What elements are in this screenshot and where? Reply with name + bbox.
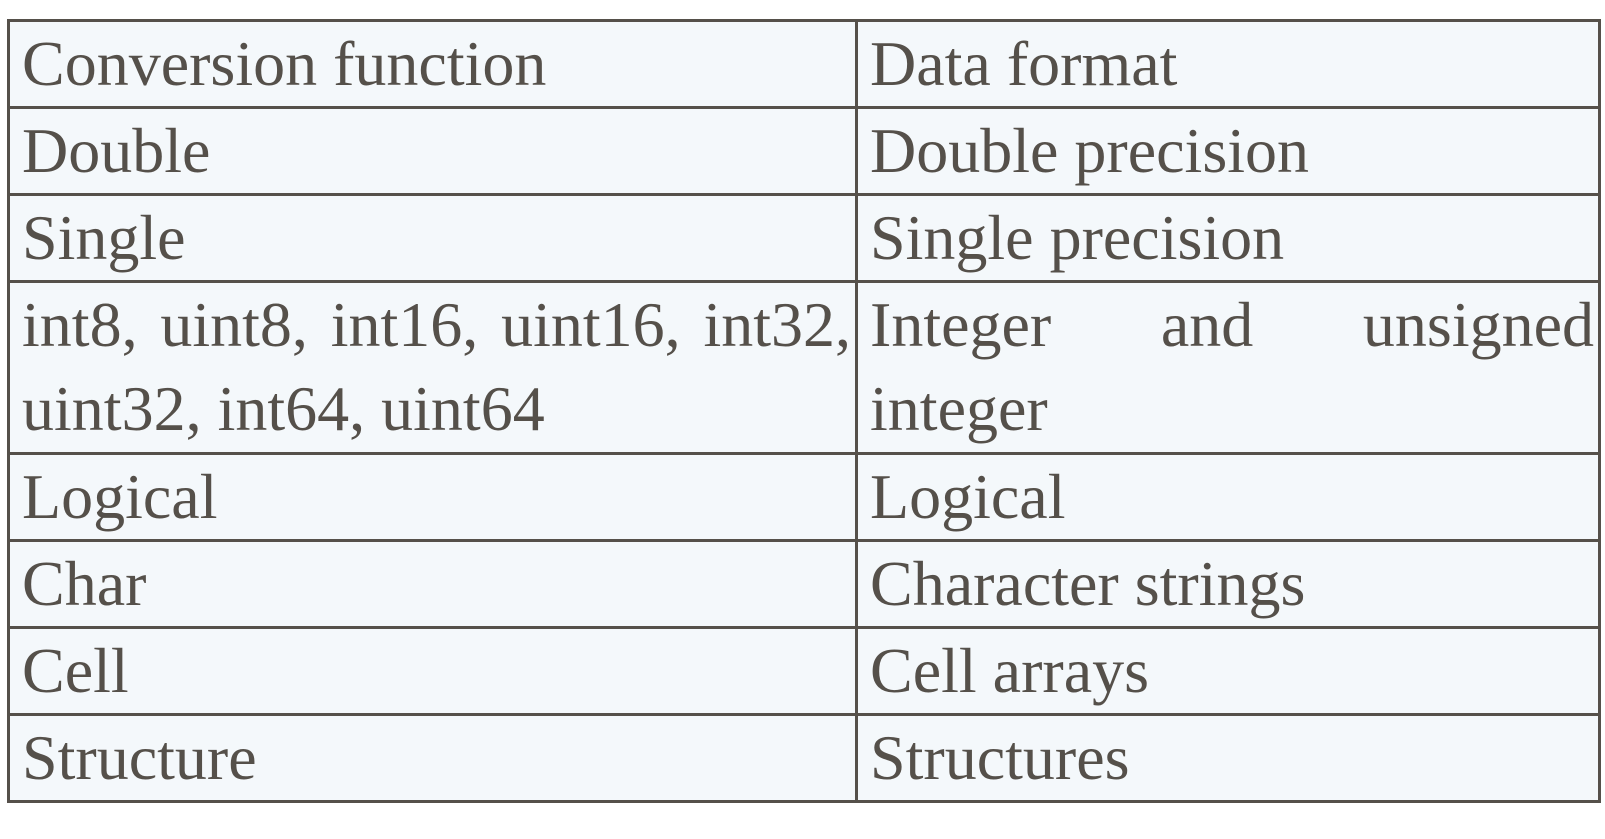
table-row: Structure Structures: [7, 713, 1601, 803]
conversion-table: Conversion function Data format Double D…: [7, 19, 1601, 803]
conversion-table-container: Conversion function Data format Double D…: [7, 19, 1601, 803]
cell-format: Double precision: [855, 106, 1601, 196]
cell-function: Char: [7, 539, 858, 629]
header-conversion-function: Conversion function: [7, 19, 858, 109]
table-row: Single Single precision: [7, 193, 1601, 283]
cell-format: Single precision: [855, 193, 1601, 283]
cell-function: Structure: [7, 713, 858, 803]
table-row: Double Double precision: [7, 106, 1601, 196]
cell-format: Character strings: [855, 539, 1601, 629]
table-header-row: Conversion function Data format: [7, 19, 1601, 109]
cell-format: Integer and unsigned integer: [855, 280, 1601, 455]
cell-format: Logical: [855, 452, 1601, 542]
cell-function: Cell: [7, 626, 858, 716]
cell-function: Double: [7, 106, 858, 196]
cell-function: Single: [7, 193, 858, 283]
table-row: Logical Logical: [7, 452, 1601, 542]
header-data-format: Data format: [855, 19, 1601, 109]
cell-format: Cell arrays: [855, 626, 1601, 716]
table-row: Cell Cell arrays: [7, 626, 1601, 716]
table-row: Char Character strings: [7, 539, 1601, 629]
cell-format: Structures: [855, 713, 1601, 803]
cell-function: int8, uint8, int16, uint16, int32, uint3…: [7, 280, 858, 455]
cell-function: Logical: [7, 452, 858, 542]
table-row: int8, uint8, int16, uint16, int32, uint3…: [7, 280, 1601, 455]
